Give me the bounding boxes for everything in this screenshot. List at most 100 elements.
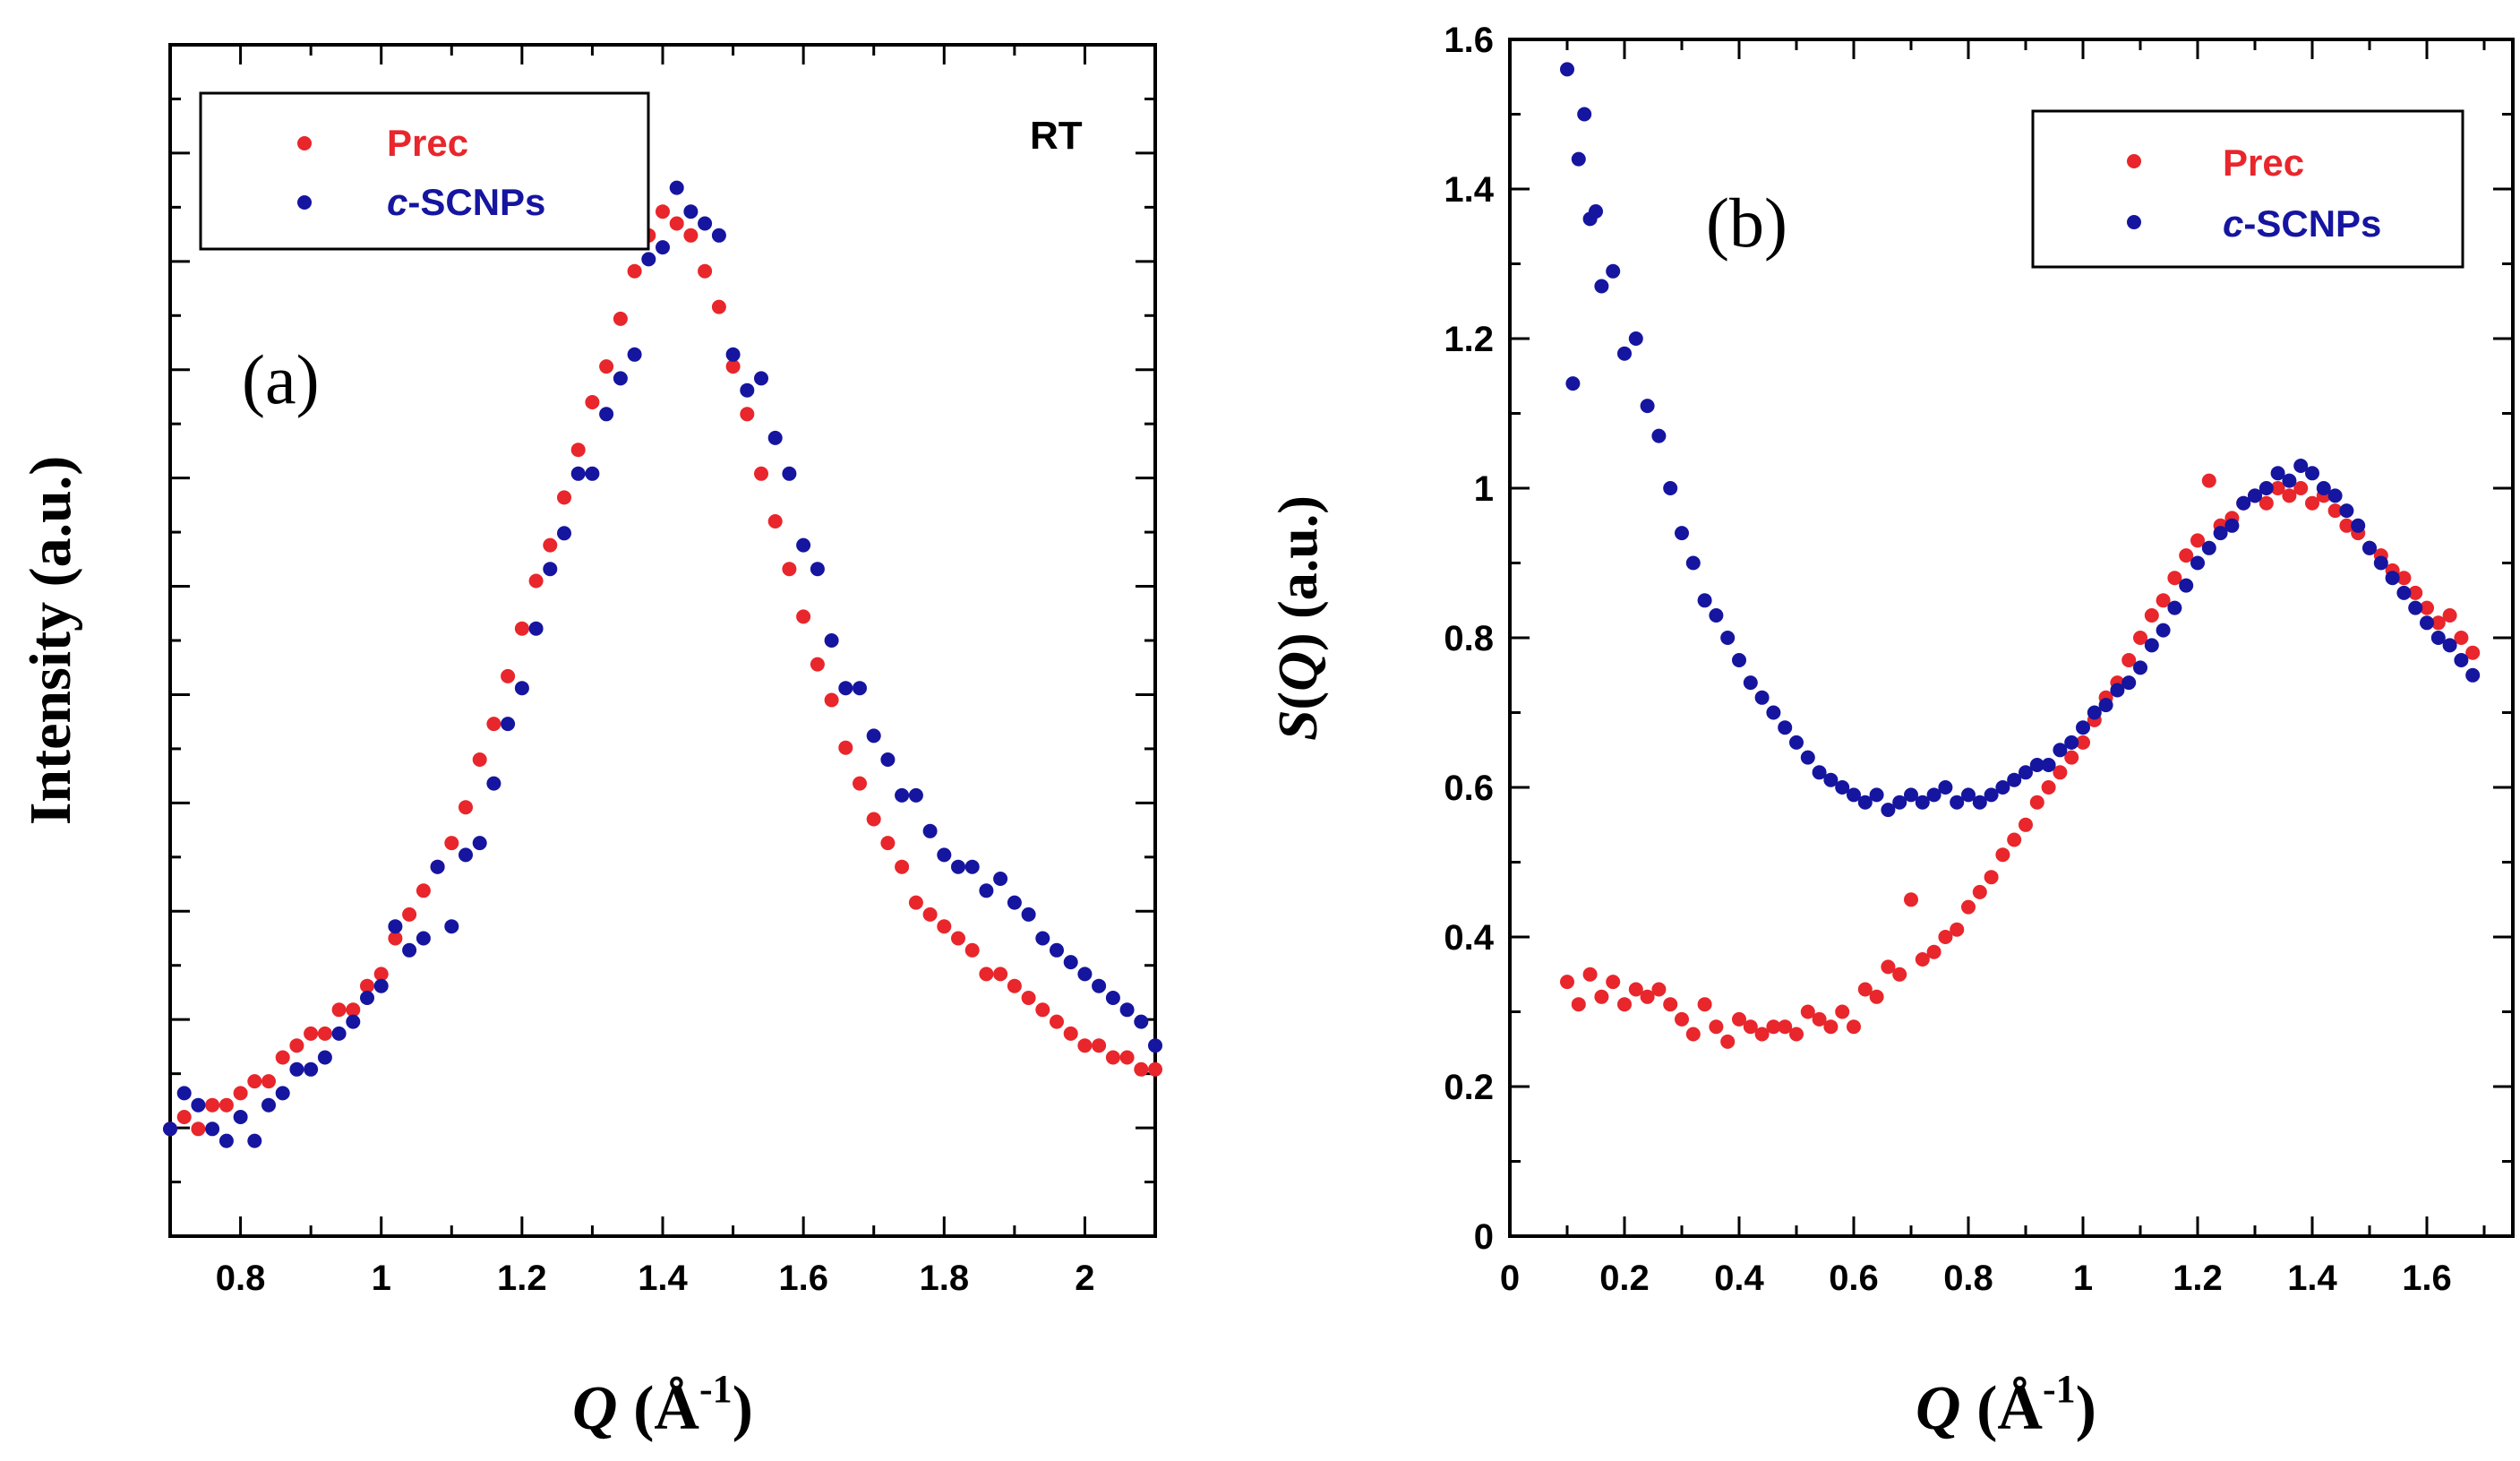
b-point-cscnps	[1640, 399, 1655, 414]
a-point-cscnps	[360, 991, 374, 1005]
b-point-prec	[2293, 481, 2309, 495]
b-point-prec	[1881, 959, 1896, 975]
b-point-cscnps	[1685, 555, 1701, 571]
a-point-cscnps	[1050, 942, 1064, 958]
b-point-cscnps	[1823, 772, 1839, 787]
a-point-prec	[317, 1026, 332, 1041]
panel-a-label: (a)	[242, 340, 320, 418]
panel-b-x-unit-sup: -1	[2043, 1367, 2076, 1411]
panel-b-label: (b)	[1706, 184, 1787, 262]
a-point-prec	[528, 573, 544, 589]
a-point-prec	[767, 514, 783, 529]
b-point-cscnps	[2385, 571, 2400, 586]
a-point-prec	[782, 562, 797, 577]
a-point-cscnps	[767, 430, 783, 445]
b-point-cscnps	[2316, 481, 2331, 495]
b-point-prec	[1606, 975, 1621, 990]
b-x-tick-label: 0	[1500, 1259, 1520, 1298]
a-point-cscnps	[964, 859, 980, 874]
a-point-prec	[373, 967, 389, 982]
legend-italic-c: c	[2223, 202, 2243, 245]
a-point-cscnps	[486, 776, 501, 791]
b-point-prec	[2454, 631, 2469, 645]
a-point-cscnps	[261, 1097, 276, 1113]
b-point-cscnps	[2098, 698, 2113, 713]
a-point-prec	[922, 907, 938, 922]
a-point-cscnps	[1021, 907, 1036, 922]
b-point-cscnps	[2121, 675, 2137, 691]
a-point-cscnps	[725, 347, 741, 362]
b-point-cscnps	[1651, 428, 1667, 443]
panel-a-legend-box	[199, 91, 650, 251]
a-point-cscnps	[1105, 991, 1120, 1005]
panel-b-legend-label-cscnps: c-SCNPs	[2223, 202, 2381, 245]
b-point-prec	[1766, 1019, 1781, 1035]
b-point-prec	[2201, 473, 2216, 488]
a-point-cscnps	[346, 1014, 361, 1029]
b-x-tick-label: 0.6	[1829, 1259, 1879, 1298]
a-point-cscnps	[304, 1061, 319, 1077]
a-point-cscnps	[191, 1097, 206, 1113]
b-point-prec	[1938, 930, 1953, 944]
b-point-prec	[2270, 481, 2285, 495]
panel-b-y-paren-open: (	[1268, 692, 1329, 710]
b-y-tick-label: 1.4	[1444, 170, 1494, 210]
a-point-prec	[895, 859, 910, 874]
b-point-prec	[1754, 1027, 1770, 1042]
a-point-prec	[247, 1074, 262, 1089]
b-point-cscnps	[1881, 803, 1896, 818]
a-point-cscnps	[599, 407, 614, 422]
b-point-prec	[1835, 1004, 1850, 1019]
b-point-cscnps	[1995, 780, 2010, 795]
a-point-prec	[824, 692, 839, 708]
b-point-prec	[1869, 989, 1884, 1004]
b-point-cscnps	[2362, 540, 2377, 555]
b-y-tick-label: 0.4	[1444, 918, 1494, 958]
b-point-prec	[2339, 518, 2354, 533]
a-point-prec	[543, 537, 558, 553]
b-point-cscnps	[2465, 667, 2481, 683]
a-point-prec	[740, 407, 755, 422]
b-point-prec	[2396, 571, 2412, 586]
a-point-cscnps	[570, 466, 586, 481]
a-point-prec	[711, 299, 726, 314]
a-point-prec	[289, 1038, 304, 1053]
a-point-prec	[444, 836, 459, 851]
a-point-cscnps	[176, 1086, 192, 1101]
a-point-prec	[599, 359, 614, 374]
b-point-cscnps	[1984, 787, 1999, 803]
panel-b-x-axis-title: Q (Å-1)	[1916, 1367, 2096, 1443]
a-point-cscnps	[656, 240, 670, 255]
a-point-cscnps	[740, 382, 755, 398]
b-point-prec	[2041, 780, 2056, 795]
a-point-prec	[613, 311, 628, 326]
a-point-cscnps	[163, 1122, 177, 1137]
a-point-prec	[557, 490, 571, 505]
b-point-cscnps	[1892, 795, 1907, 810]
panel-b-y-var-q: Q	[1268, 651, 1329, 692]
a-point-cscnps	[1092, 978, 1107, 993]
a-point-prec	[501, 668, 516, 683]
a-point-cscnps	[1035, 931, 1050, 946]
panel-b-legend: Prec c-SCNPs	[2031, 109, 2464, 269]
a-point-prec	[275, 1050, 290, 1065]
a-point-cscnps	[430, 859, 445, 874]
b-point-cscnps	[2339, 503, 2354, 519]
panel-b-x-unit-close: )	[2076, 1374, 2096, 1443]
b-x-tick-label: 1	[2073, 1259, 2093, 1298]
panel-a-legend-label-cscnps: c-SCNPs	[387, 181, 545, 223]
b-point-cscnps	[1617, 346, 1632, 361]
b-point-cscnps	[1571, 151, 1586, 167]
a-point-prec	[360, 978, 374, 993]
b-point-cscnps	[1565, 376, 1581, 391]
a-point-cscnps	[866, 728, 881, 743]
a-point-cscnps	[459, 847, 473, 863]
a-point-prec	[304, 1026, 319, 1041]
b-point-prec	[2167, 571, 2182, 586]
b-point-cscnps	[1904, 787, 1918, 803]
b-point-prec	[1663, 997, 1678, 1012]
a-point-prec	[993, 967, 1008, 982]
a-x-tick-label: 0.8	[216, 1259, 266, 1298]
a-point-cscnps	[317, 1050, 332, 1065]
a-point-prec	[514, 621, 529, 636]
